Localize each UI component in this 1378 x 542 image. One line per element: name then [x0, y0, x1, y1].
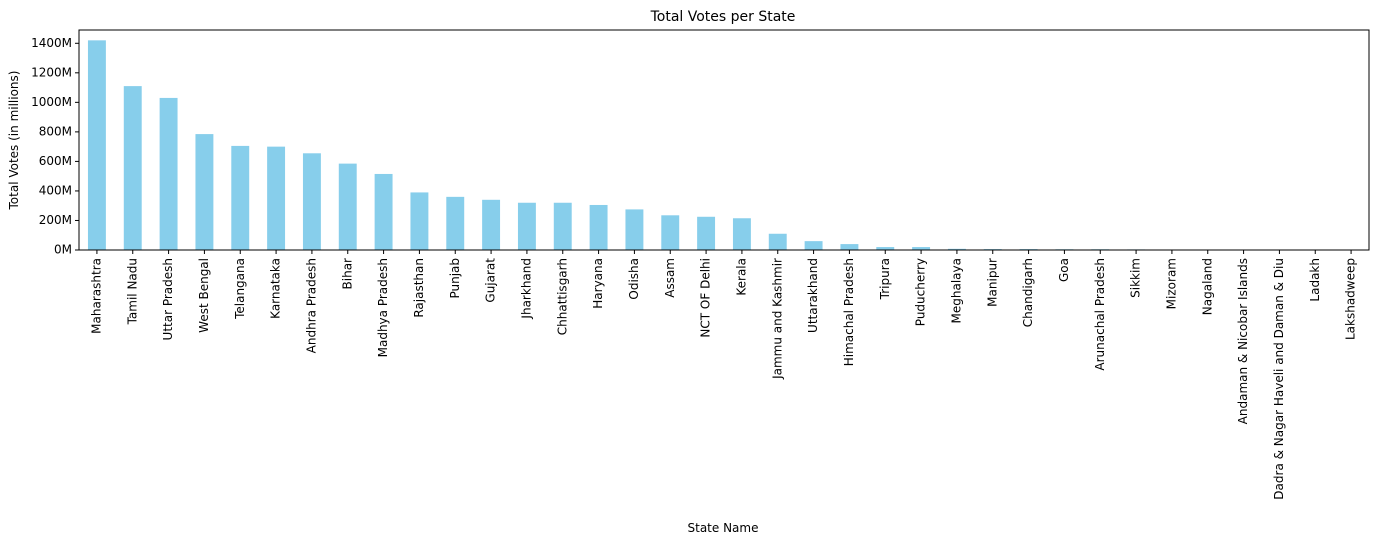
x-tick-label: Andhra Pradesh — [304, 258, 318, 353]
y-tick-label: 1400M — [31, 36, 72, 50]
x-tick-label: Haryana — [591, 258, 605, 309]
bar-uttarakhand — [804, 241, 823, 250]
x-tick-label: Uttar Pradesh — [161, 258, 175, 340]
x-axis-title: State Name — [688, 521, 759, 535]
bar-meghalaya — [947, 248, 966, 250]
x-tick-label: Odisha — [627, 258, 641, 300]
bar-gujarat — [482, 199, 501, 250]
chart-title: Total Votes per State — [650, 9, 796, 25]
bar-punjab — [446, 196, 465, 250]
plot-frame — [78, 29, 1370, 251]
x-tick-label: Karnataka — [269, 258, 283, 319]
bar-kerala — [732, 218, 751, 250]
y-tick-label: 200M — [39, 213, 72, 227]
x-tick-label: Chandigarh — [1021, 258, 1035, 327]
bar-madhya-pradesh — [374, 173, 393, 250]
bar-chhattisgarh — [553, 202, 572, 250]
x-tick-label: Gujarat — [484, 258, 498, 303]
y-tick-label: 1200M — [31, 65, 72, 79]
bar-assam — [661, 215, 680, 250]
x-tick-label: Jammu and Kashmir — [770, 258, 784, 380]
x-tick-label: Bihar — [340, 258, 354, 290]
x-tick-label: Puducherry — [914, 258, 928, 326]
x-tick-label: Sikkim — [1129, 258, 1143, 298]
bar-jammu-and-kashmir — [768, 233, 787, 250]
bar-uttar-pradesh — [159, 97, 178, 250]
x-tick-label: Tripura — [878, 258, 892, 300]
bar-jharkhand — [517, 202, 536, 250]
x-tick-label: Punjab — [448, 258, 462, 299]
bar-karnataka — [267, 146, 286, 250]
y-tick-label: 600M — [39, 154, 72, 168]
y-tick-label: 1000M — [31, 95, 72, 109]
y-axis: 0M 200M 400M 600M 800M 1000M 1200M 1400M — [31, 36, 79, 257]
x-tick-label: Meghalaya — [949, 258, 963, 323]
bars-group — [87, 40, 1361, 251]
x-tick-label: Nagaland — [1200, 258, 1214, 315]
x-tick-label: Goa — [1057, 258, 1071, 282]
x-tick-label: Manipur — [985, 258, 999, 307]
x-tick-label: West Bengal — [197, 258, 211, 333]
x-tick-label: Chhattisgarh — [555, 258, 569, 335]
bar-tamil-nadu — [123, 86, 142, 250]
x-tick-label: Tamil Nadu — [125, 258, 139, 325]
y-tick-label: 400M — [39, 183, 72, 197]
x-tick-label: Kerala — [734, 258, 748, 296]
bar-tripura — [876, 247, 895, 250]
bar-himachal-pradesh — [840, 244, 859, 250]
x-tick-label: Mizoram — [1164, 258, 1178, 309]
y-axis-title: Total Votes (in millions) — [7, 71, 21, 211]
bar-andhra-pradesh — [302, 153, 321, 250]
y-tick-label: 0M — [54, 243, 72, 257]
bar-maharashtra — [87, 40, 106, 251]
x-tick-label: Telangana — [233, 258, 247, 320]
x-tick-label: Dadra & Nagar Haveli and Daman & Diu — [1272, 258, 1286, 500]
x-tick-label: Uttarakhand — [806, 258, 820, 333]
bar-telangana — [231, 145, 250, 250]
x-tick-label: Andaman & Nicobar Islands — [1236, 258, 1250, 424]
x-tick-label: Lakshadweep — [1344, 258, 1358, 340]
x-tick-label: NCT OF Delhi — [699, 258, 713, 338]
bar-haryana — [589, 204, 608, 250]
bar-bihar — [338, 163, 357, 250]
x-tick-label: Madhya Pradesh — [376, 258, 390, 357]
bar-nct-of-delhi — [697, 216, 716, 250]
x-tick-label: Rajasthan — [412, 258, 426, 318]
x-tick-label: Assam — [663, 258, 677, 298]
x-tick-label: Ladakh — [1308, 258, 1322, 302]
x-axis: Maharashtra Tamil Nadu Uttar Pradesh West B… — [89, 250, 1358, 500]
x-tick-label: Himachal Pradesh — [842, 258, 856, 366]
x-tick-label: Maharashtra — [89, 258, 103, 334]
bar-odisha — [625, 209, 644, 250]
bar-west-bengal — [195, 134, 214, 250]
y-tick-label: 800M — [39, 124, 72, 138]
x-tick-label: Jharkhand — [519, 258, 533, 320]
x-tick-label: Arunachal Pradesh — [1093, 258, 1107, 371]
bar-puducherry — [912, 247, 931, 250]
bar-rajasthan — [410, 192, 429, 250]
